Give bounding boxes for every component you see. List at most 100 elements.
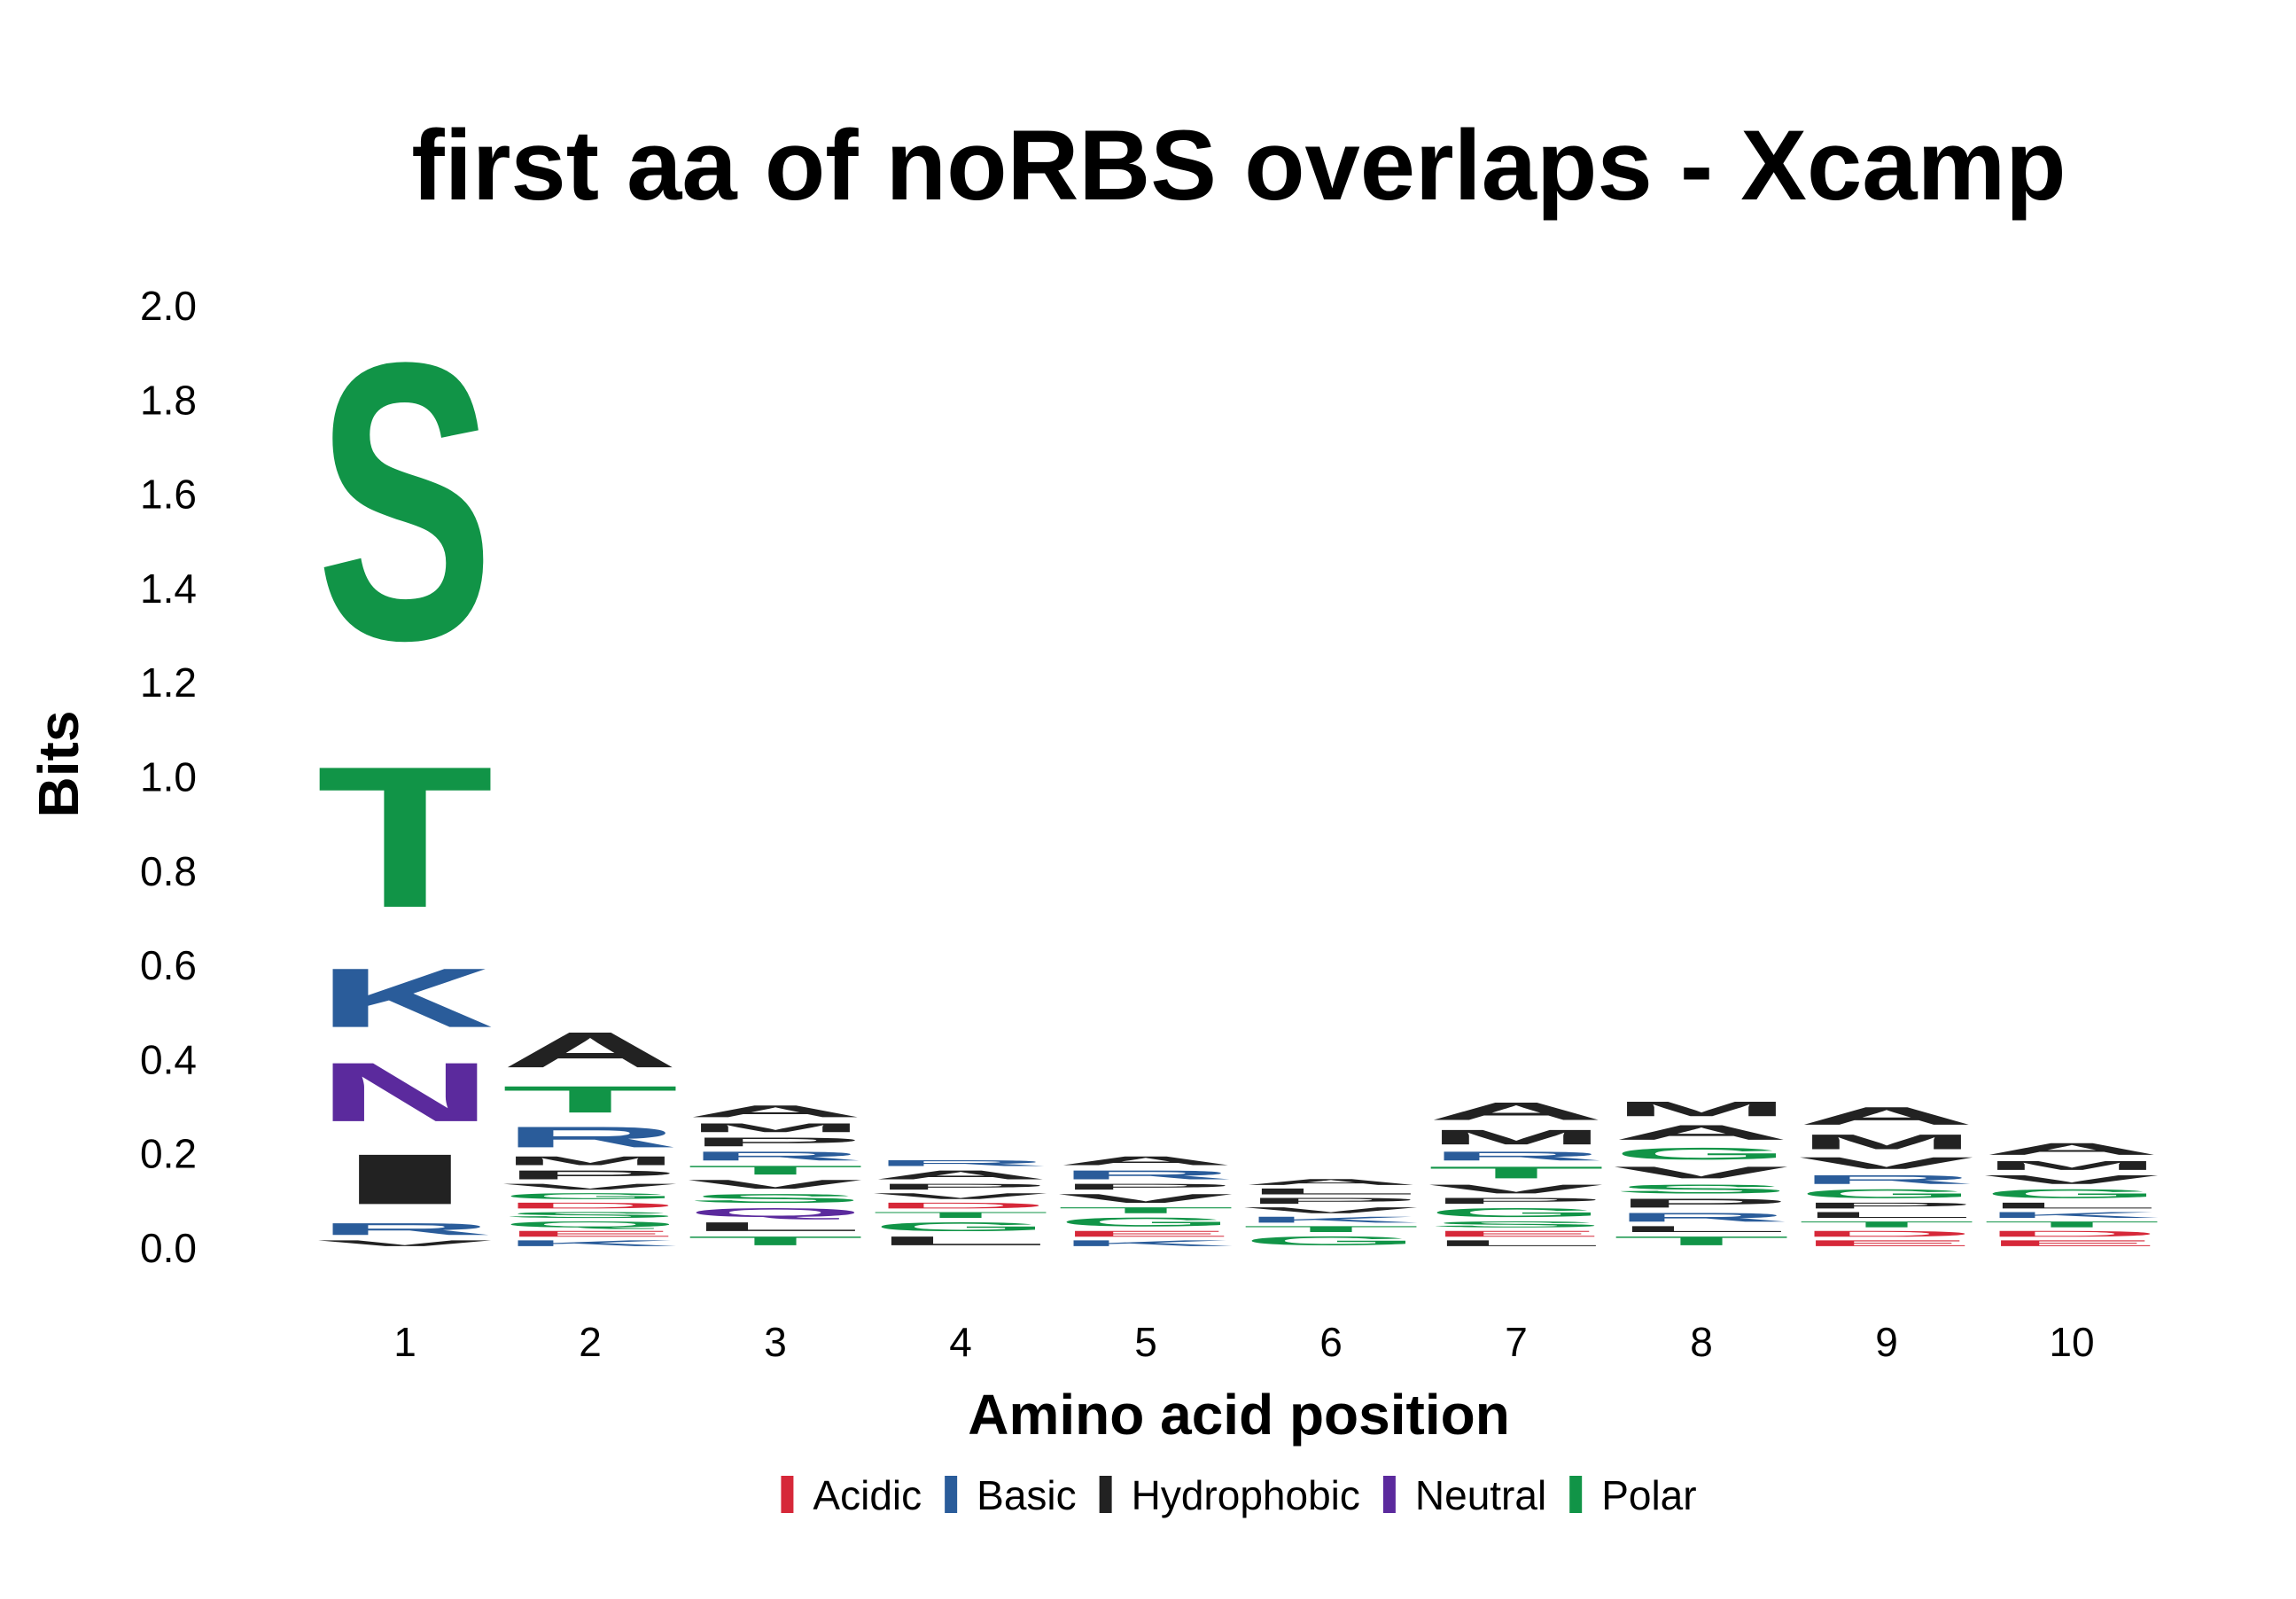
logo-letter: S	[1613, 1182, 1790, 1197]
logo-letter: R	[872, 1158, 1049, 1168]
logo-letter: V	[1428, 1182, 1604, 1197]
logo-letter: E	[1428, 1229, 1605, 1239]
logo-letter: P	[1798, 1201, 1975, 1211]
logo-letter: K	[1057, 1238, 1234, 1248]
logo-letter: P	[1613, 1196, 1790, 1210]
legend: Acidic Basic Hydrophobic Neutral Polar	[781, 1472, 1697, 1518]
logo-letter: G	[1798, 1187, 1975, 1201]
logo-letter: T	[1057, 1205, 1234, 1215]
logo-letter: R	[1613, 1210, 1790, 1224]
y-axis-label: Bits	[27, 711, 90, 818]
logo-letter: K	[316, 951, 494, 1045]
logo-letter: R	[687, 1149, 864, 1163]
logo-letter: S	[687, 1191, 864, 1205]
x-tick-label: 5	[1134, 1319, 1157, 1365]
logo-letter: L	[1428, 1238, 1605, 1248]
logo-letter: P	[502, 1168, 679, 1182]
logo-letter: T	[1983, 1220, 2160, 1229]
legend-label: Basic	[977, 1472, 1076, 1518]
logo-letter: E	[502, 1229, 679, 1239]
logo-letter: V	[687, 1177, 863, 1191]
x-tick-label: 4	[949, 1319, 972, 1365]
legend-swatch	[945, 1476, 958, 1513]
logo-letter: T	[1613, 1234, 1790, 1248]
logo-letter: E	[1798, 1238, 1975, 1248]
logo-letter: Q	[687, 1205, 864, 1220]
x-tick-label: 10	[2049, 1319, 2094, 1365]
logo-letter: D	[1798, 1229, 1975, 1239]
logo-letter: D	[1983, 1229, 2160, 1239]
logo-letter: V	[502, 1182, 678, 1192]
logo-letter: R	[1057, 1168, 1234, 1182]
x-tick-label: 3	[764, 1319, 787, 1365]
y-tick-label: 0.4	[140, 1036, 197, 1082]
x-tick-label: 9	[1875, 1319, 1898, 1365]
x-tick-label: 2	[579, 1319, 602, 1365]
logo-stacks: VRINKTSKEQSDGVPMRTATLQSVTRPMALGTDVPARKEG…	[316, 280, 2160, 1248]
logo-letter: T	[1798, 1220, 1975, 1229]
logo-letter: M	[1613, 1097, 1790, 1120]
logo-letter: K	[1983, 1210, 2160, 1220]
logo-letter: V	[872, 1191, 1048, 1201]
logo-letter: A	[1057, 1154, 1234, 1168]
logo-letter: L	[1613, 1224, 1790, 1234]
legend-label: Neutral	[1415, 1472, 1546, 1518]
logo-letter: R	[1428, 1149, 1605, 1163]
logo-letter: E	[1983, 1238, 2160, 1248]
logo-letter: T	[687, 1234, 864, 1248]
logo-letter: T	[1428, 1163, 1605, 1182]
logo-letter: L	[872, 1234, 1049, 1248]
y-tick-label: 0.2	[140, 1131, 197, 1177]
logo-letter: D	[872, 1201, 1049, 1211]
y-tick-label: 0.0	[140, 1225, 197, 1271]
legend-label: Polar	[1601, 1472, 1696, 1518]
logo-letter: P	[1428, 1196, 1605, 1205]
logo-letter: P	[872, 1182, 1049, 1192]
logo-letter: T	[1242, 1224, 1420, 1234]
logo-letter: N	[316, 1045, 494, 1139]
logo-letter: M	[502, 1154, 679, 1168]
logo-letter: G	[1242, 1234, 1420, 1248]
logo-letter: V	[1798, 1154, 1974, 1173]
logo-letter: A	[502, 1022, 679, 1079]
logo-letter: T	[872, 1210, 1049, 1220]
logo-letter: R	[502, 1120, 679, 1153]
logo-letter: D	[502, 1201, 679, 1211]
logo-letter: T	[316, 724, 494, 949]
legend-swatch	[1099, 1476, 1112, 1513]
logo-letter: L	[1798, 1210, 1975, 1220]
logo-letter: V	[1983, 1173, 2160, 1187]
logo-letter: G	[1983, 1187, 2160, 1201]
y-axis-ticks: 0.0 0.2 0.4 0.6 0.8 1.0 1.2 1.4 1.6 1.8 2.0	[140, 283, 197, 1271]
legend-swatch	[1569, 1476, 1583, 1513]
y-tick-label: 1.6	[140, 472, 197, 518]
logo-letter: M	[687, 1120, 864, 1135]
logo-letter: V	[316, 1238, 493, 1248]
logo-letter: I	[316, 1140, 494, 1220]
logo-letter: A	[872, 1168, 1049, 1182]
logo-letter: M	[1428, 1126, 1605, 1149]
logo-letter: E	[1057, 1229, 1234, 1239]
y-tick-label: 1.2	[140, 659, 197, 706]
y-tick-label: 1.4	[140, 566, 197, 612]
x-axis-ticks: 1 2 3 4 5 6 7 8 9 10	[393, 1319, 2094, 1365]
logo-letter: A	[1428, 1097, 1605, 1126]
logo-letter: T	[687, 1163, 864, 1177]
logo-letter: M	[1798, 1130, 1975, 1153]
legend-label: Acidic	[813, 1472, 922, 1518]
logo-letter: G	[872, 1220, 1049, 1234]
x-axis-label: Amino acid position	[968, 1383, 1510, 1447]
logo-letter: G	[502, 1191, 679, 1201]
logo-letter: V	[1057, 1191, 1234, 1205]
logo-letter: A	[1983, 1140, 2160, 1158]
y-tick-label: 2.0	[140, 283, 197, 329]
logo-letter: G	[1057, 1215, 1234, 1229]
